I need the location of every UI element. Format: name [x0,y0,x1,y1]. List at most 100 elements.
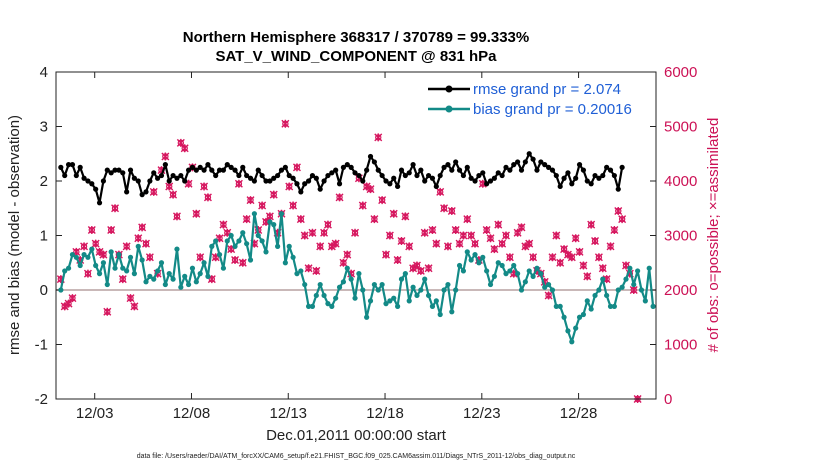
bias-point [518,287,525,293]
bias-point [360,287,366,293]
bias-point [116,251,122,258]
rmse-point [580,167,587,173]
obs-assimilated-marker [285,182,294,191]
obs-count-point [420,228,429,237]
obs-assimilated-marker [246,196,255,205]
obs-count-point [103,307,112,316]
rmse-point [294,181,300,187]
rmse-point [220,167,227,173]
obs-assimilated-marker [529,253,538,262]
bias-point [418,287,424,293]
obs-count-point [494,220,503,229]
bias-point [395,303,401,309]
rmse-point [178,172,184,179]
bias-point [275,243,281,249]
plot-area: -2 -1 0 1 2 3 4 0 1000 2000 3000 4000 5000 6000 12/03 1… [35,64,698,422]
obs-assimilated-marker [583,272,592,281]
obs-assimilated-marker [563,250,572,259]
obs-count-point [393,256,402,265]
chart-subtitle: SAT_V_WIND_COMPONENT @ 831 hPa [215,48,497,65]
obs-assimilated-marker [292,163,301,172]
x-tick-label: 12/03 [76,405,114,422]
obs-count-point [389,209,398,218]
rmse-point [371,159,377,165]
bias-point [569,339,575,345]
obs-assimilated-marker [420,228,429,237]
bias-point [515,271,521,277]
obs-count-point [401,212,410,221]
rmse-point [460,172,467,179]
obs-count-point [505,253,514,262]
obs-count-point [142,239,150,248]
obs-assimilated-marker [517,223,526,232]
rmse-point [518,167,525,173]
obs-assimilated-marker [130,302,139,311]
obs-assimilated-marker [351,228,360,237]
rmse-point [600,172,606,179]
bias-point [259,238,265,244]
obs-assimilated-marker [149,187,158,196]
rmse-point [476,172,482,179]
rmse-point [607,167,614,173]
obs-count-point [80,242,89,251]
obs-count-point [382,250,390,259]
rmse-point [236,172,242,179]
obs-count-point [579,261,588,270]
obs-count-point [455,239,464,248]
obs-count-point [552,231,561,240]
y-tick-label: -1 [35,337,48,354]
bias-point [216,251,223,258]
rmse-point [410,162,416,168]
rmse-point [565,170,571,176]
obs-assimilated-marker [416,266,425,275]
data-file-footer: data file: /Users/raeder/DAI/ATM_forcXX/… [137,453,576,460]
bias-point [93,262,99,269]
obs-count-point [83,269,92,278]
bias-point [538,271,544,277]
rmse-point [379,172,385,179]
rmse-point [534,167,540,173]
bias-point [642,298,648,304]
rmse-point [487,178,494,184]
y-tick-label: 4 [40,64,48,81]
obs-assimilated-marker [389,209,398,218]
bias-point [62,268,68,274]
obs-assimilated-marker [467,231,476,240]
obs-assimilated-marker [594,253,603,262]
rmse-point [282,164,288,170]
bias-point [429,303,436,309]
rmse-point [166,178,172,184]
bias-point [356,271,362,277]
bias-point [414,292,420,299]
bias-point [635,268,641,274]
rmse-point [112,167,118,173]
obs-assimilated-marker [436,187,445,196]
x-axis-label: Dec.01,2011 00:00:00 start [266,427,447,444]
obs-count-point [316,242,325,251]
bias-point [174,246,180,252]
obs-assimilated-marker [443,242,452,251]
bias-point [379,281,385,288]
rmse-point [360,178,366,184]
obs-assimilated-marker [502,231,510,240]
rmse-point [286,172,292,179]
obs-count-point [238,258,247,267]
bias-point [588,306,594,312]
obs-assimilated-marker [320,228,329,237]
rmse-point [213,172,219,179]
rmse-point [515,159,521,165]
obs-assimilated-marker [567,253,576,262]
bias-point [545,281,552,288]
rmse-point [302,181,308,187]
bias-point [189,265,196,271]
obs-assimilated-marker [83,269,92,278]
obs-assimilated-marker [358,201,367,210]
obs-assimilated-marker [118,275,127,284]
rmse-point [93,186,99,192]
obs-assimilated-marker [327,242,336,251]
rmse-point [491,175,497,181]
rmse-point [100,178,107,184]
obs-count-point [289,201,298,210]
obs-assimilated-marker [80,242,89,251]
